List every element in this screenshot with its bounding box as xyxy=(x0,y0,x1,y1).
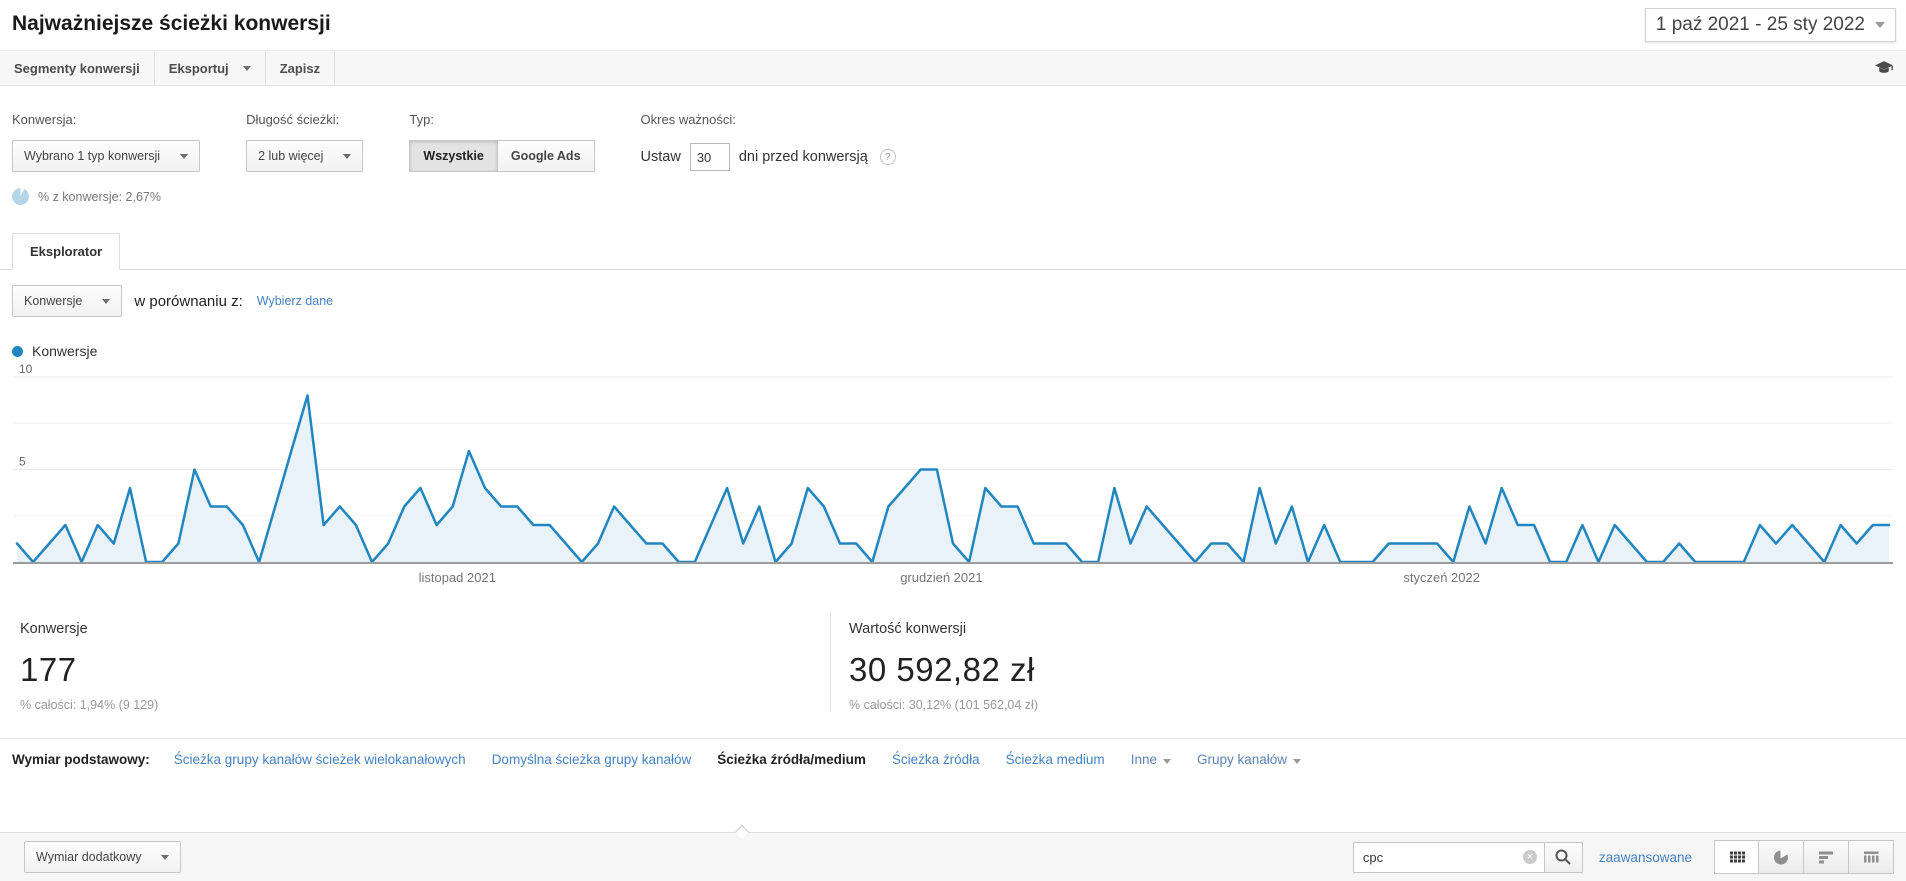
table-search xyxy=(1352,841,1583,873)
compare-label: w porównaniu z: xyxy=(134,292,243,310)
stat-share: % całości: 1,94% (9 129) xyxy=(20,698,159,712)
select-metric-link[interactable]: Wybierz dane xyxy=(256,294,334,308)
lookback-label: Okres ważności: xyxy=(640,112,736,127)
dimension-item--cie-ka-r-d-a[interactable]: Ścieżka źródła xyxy=(891,752,980,767)
advanced-search-link[interactable]: zaawansowane xyxy=(1598,849,1692,865)
export-label: Eksportuj xyxy=(168,60,229,76)
svg-text:5: 5 xyxy=(19,455,26,469)
pie-chart-icon xyxy=(1774,849,1788,865)
metric-selector-value: Konwersje xyxy=(24,294,83,308)
page-header: Najważniejsze ścieżki konwersji 1 paź 20… xyxy=(0,0,1906,42)
performance-view-button[interactable] xyxy=(1804,840,1849,874)
stat-conversion-value: Wartość konwersji 30 592,82 zł % całości… xyxy=(830,611,1648,712)
lookback-days-input[interactable] xyxy=(689,143,730,171)
type-segmented-control: Wszystkie Google Ads xyxy=(409,140,595,172)
metric-selector-dropdown[interactable]: Konwersje xyxy=(12,285,123,317)
lookback-suffix: dni przed konwersją xyxy=(738,149,868,165)
tab-strip: Eksplorator xyxy=(0,233,1906,270)
chart-legend: Konwersje xyxy=(0,323,1906,359)
path-length-value: 2 lub więcej xyxy=(258,149,324,163)
table-toolbar: Wymiar dodatkowy zaawansowane xyxy=(0,824,1906,881)
legend-label: Konwersje xyxy=(32,343,98,359)
stat-value: 177 xyxy=(20,651,77,688)
conversion-type-value: Wybrano 1 typ konwersji xyxy=(24,149,161,163)
pivot-table-icon xyxy=(1864,851,1879,863)
stat-label: Wartość konwersji xyxy=(849,621,967,637)
horizontal-bars-icon xyxy=(1819,851,1833,864)
clear-search-icon[interactable] xyxy=(1522,850,1537,864)
conversion-share-text: % z konwersje: 2,67% xyxy=(38,189,161,204)
dimension-item-grupy-kana-w[interactable]: Grupy kanałów xyxy=(1197,752,1302,767)
tab-explorer[interactable]: Eksplorator xyxy=(12,233,121,270)
academy-cap-icon[interactable] xyxy=(1874,60,1894,76)
page-title: Najważniejsze ścieżki konwersji xyxy=(12,12,331,35)
dimension-item--cie-ka-grupy-kana-w-cie-ek-wielokana-owych[interactable]: Ścieżka grupy kanałów ścieżek wielokanał… xyxy=(173,752,466,767)
date-range-selector[interactable]: 1 paź 2021 - 25 sty 2022 xyxy=(1644,8,1896,42)
search-button[interactable] xyxy=(1544,841,1583,873)
table-view-button[interactable] xyxy=(1714,840,1759,874)
percentage-view-button[interactable] xyxy=(1759,840,1804,874)
dimension-items: Ścieżka grupy kanałów ścieżek wielokanał… xyxy=(174,752,1327,767)
dimension-item-inne[interactable]: Inne xyxy=(1131,752,1171,767)
action-bar: Segmenty konwersji Eksportuj Zapisz xyxy=(0,50,1906,86)
dimension-item--cie-ka-medium[interactable]: Ścieżka medium xyxy=(1005,752,1105,767)
conversion-segments-label: Segmenty konwersji xyxy=(14,60,140,76)
legend-dot-icon xyxy=(12,345,23,357)
selected-dimension-notch xyxy=(734,824,750,840)
chevron-down-icon xyxy=(161,854,170,860)
chevron-down-icon xyxy=(102,298,111,304)
metric-row: Konwersje w porównaniu z: Wybierz dane xyxy=(0,270,1906,323)
save-label: Zapisz xyxy=(279,60,321,76)
chart-area: 5 10 listopad 2021 grudzień 2021 styczeń 202… xyxy=(0,359,1906,593)
conversion-share-note: % z konwersje: 2,67% xyxy=(12,188,200,205)
chevron-down-icon xyxy=(180,153,189,159)
svg-text:grudzień 2021: grudzień 2021 xyxy=(900,570,982,585)
export-button[interactable]: Eksportuj xyxy=(155,51,266,85)
save-button[interactable]: Zapisz xyxy=(266,51,336,85)
stat-value: 30 592,82 zł xyxy=(849,651,1035,688)
help-icon[interactable] xyxy=(879,149,896,165)
conversion-filter-label: Konwersja: xyxy=(12,112,77,127)
secondary-dimension-label: Wymiar dodatkowy xyxy=(36,850,142,864)
type-filter-label: Typ: xyxy=(409,112,434,127)
svg-text:styczeń 2022: styczeń 2022 xyxy=(1403,570,1480,585)
conversion-type-dropdown[interactable]: Wybrano 1 typ konwersji xyxy=(12,140,201,172)
search-input[interactable] xyxy=(1360,848,1523,866)
primary-dimension-row: Wymiar podstawowy: Ścieżka grupy kanałów… xyxy=(0,739,1906,779)
stat-conversions: Konwersje 177 % całości: 1,94% (9 129) xyxy=(12,611,830,712)
pie-icon xyxy=(12,188,29,205)
date-range-text: 1 paź 2021 - 25 sty 2022 xyxy=(1655,14,1865,35)
type-option-google-ads[interactable]: Google Ads xyxy=(497,140,595,172)
stat-label: Konwersje xyxy=(20,621,88,637)
search-icon xyxy=(1555,849,1572,865)
dimension-item--cie-ka-r-d-a-medium[interactable]: Ścieżka źródła/medium xyxy=(717,752,866,767)
chevron-down-icon xyxy=(1293,759,1302,764)
divider xyxy=(0,738,1906,739)
conversion-segments-button[interactable]: Segmenty konwersji xyxy=(12,51,155,85)
secondary-dimension-dropdown[interactable]: Wymiar dodatkowy xyxy=(24,841,182,873)
view-toggle-group xyxy=(1714,840,1894,874)
chevron-down-icon xyxy=(343,153,352,159)
type-option-all[interactable]: Wszystkie xyxy=(409,140,498,172)
chevron-down-icon xyxy=(1875,22,1885,28)
dimension-item-domy-lna-cie-ka-grupy-kana-w[interactable]: Domyślna ścieżka grupy kanałów xyxy=(491,752,692,767)
pivot-view-button[interactable] xyxy=(1849,840,1894,874)
summary-stats: Konwersje 177 % całości: 1,94% (9 129) W… xyxy=(12,611,1894,712)
filter-panel: Konwersja: Wybrano 1 typ konwersji % z k… xyxy=(0,86,1906,205)
svg-text:listopad 2021: listopad 2021 xyxy=(419,570,496,585)
chevron-down-icon xyxy=(242,65,251,71)
path-length-dropdown[interactable]: 2 lub więcej xyxy=(246,140,364,172)
table-grid-icon xyxy=(1729,851,1745,863)
primary-dimension-label: Wymiar podstawowy: xyxy=(12,752,150,767)
path-length-label: Długość ścieżki: xyxy=(246,112,340,127)
conversions-chart[interactable]: 5 10 listopad 2021 grudzień 2021 styczeń 202… xyxy=(13,363,1893,593)
lookback-prefix: Ustaw xyxy=(640,149,681,165)
svg-text:10: 10 xyxy=(19,363,33,376)
stat-share: % całości: 30,12% (101 562,04 zł) xyxy=(849,698,1038,712)
chevron-down-icon xyxy=(1162,759,1171,764)
